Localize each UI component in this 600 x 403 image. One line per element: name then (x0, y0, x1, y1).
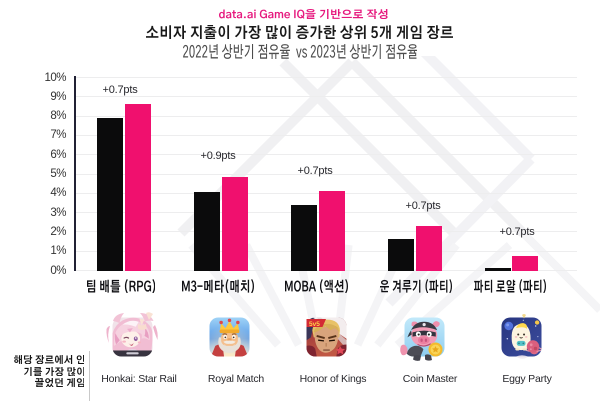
svg-text:5v5: 5v5 (309, 321, 320, 328)
